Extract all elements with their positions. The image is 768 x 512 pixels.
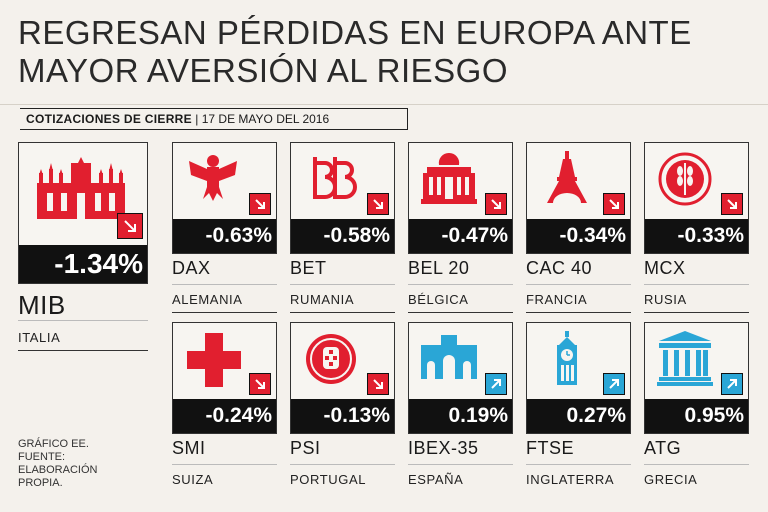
trend-down-icon [117,213,143,239]
divider [526,284,631,285]
divider [290,312,395,313]
index-card-cac-40: -0.34% [526,142,631,254]
divider [18,350,148,351]
change-value: 0.19% [409,399,512,433]
index-name-bet: BET [290,258,327,278]
country-name-atg: GRECIA [644,472,698,487]
trend-down-icon [721,193,743,215]
divider [408,464,513,465]
footer-line-3: ELABORACIÓN [18,464,98,476]
divider [18,320,148,321]
divider [408,312,513,313]
wheat-emblem-icon [658,152,712,206]
change-value: 0.95% [645,399,748,433]
footer-note: GRÁFICO EE. FUENTE: ELABORACIÓN PROPIA. [18,438,97,490]
change-value: 0.27% [527,399,630,433]
subheader-label: COTIZACIONES DE CIERRE [26,112,192,126]
title-line-1: REGRESAN PÉRDIDAS EN EUROPA ANTE [18,14,692,51]
big-ben-icon [557,331,577,385]
footer-line-2: FUENTE: [18,451,66,463]
index-card-smi: -0.24% [172,322,277,434]
divider [644,284,749,285]
country-name-italia: ITALIA [18,330,61,345]
index-card-ftse: 0.27% [526,322,631,434]
trend-down-icon [485,193,507,215]
divider [172,312,277,313]
trend-down-icon [367,193,389,215]
swiss-cross-icon [187,333,241,387]
divider [644,312,749,313]
change-value: -0.58% [291,219,394,253]
footer-line-4: PROPIA. [18,477,63,489]
change-value: -0.47% [409,219,512,253]
divider [408,284,513,285]
divider [172,464,277,465]
index-card-dax: -0.63% [172,142,277,254]
trend-down-icon [249,193,271,215]
country-name-dax: ALEMANIA [172,292,243,307]
index-name-smi: SMI [172,438,206,458]
country-name-bet: RUMANIA [290,292,355,307]
eiffel-tower-icon [547,151,587,203]
country-name-mcx: RUSIA [644,292,687,307]
palace-icon [421,152,477,204]
trend-down-icon [603,193,625,215]
index-card-atg: 0.95% [644,322,749,434]
index-name-dax: DAX [172,258,211,278]
country-name-smi: SUIZA [172,472,214,487]
bet-logo-icon [313,157,357,199]
change-value: -0.24% [173,399,276,433]
trend-up-icon [721,373,743,395]
divider [526,464,631,465]
trend-up-icon [485,373,507,395]
country-name-psi: PORTUGAL [290,472,367,487]
index-card-ibex-35: 0.19% [408,322,513,434]
index-card-psi: -0.13% [290,322,395,434]
divider [644,464,749,465]
title-line-2: MAYOR AVERSIÓN AL RIESGO [18,52,509,89]
index-card-bet: -0.58% [290,142,395,254]
index-name-mcx: MCX [644,258,686,278]
puerta-alcala-icon [421,335,477,379]
divider [290,464,395,465]
country-name-bel-20: BÉLGICA [408,292,469,307]
divider [172,284,277,285]
divider [526,312,631,313]
index-card-bel-20: -0.47% [408,142,513,254]
eagle-icon [189,155,237,201]
index-name-psi: PSI [290,438,321,458]
divider [0,104,768,105]
change-value: -1.34% [19,245,147,283]
index-name-cac-40: CAC 40 [526,258,593,278]
country-name-cac-40: FRANCIA [526,292,588,307]
trend-up-icon [603,373,625,395]
subheader: COTIZACIONES DE CIERRE | 17 DE MAYO DEL … [20,108,408,130]
portugal-shield-icon [306,334,356,384]
index-name-ibex-35: IBEX-35 [408,438,479,458]
greek-temple-icon [657,331,713,386]
index-name-ftse: FTSE [526,438,575,458]
page-title: REGRESAN PÉRDIDAS EN EUROPA ANTE MAYOR A… [18,14,758,90]
trend-down-icon [249,373,271,395]
footer-line-1: GRÁFICO EE. [18,438,89,450]
divider [290,284,395,285]
index-name-atg: ATG [644,438,682,458]
country-name-ftse: INGLATERRA [526,472,615,487]
milan-cathedral-icon [37,157,125,219]
index-card-mib: -1.34% [18,142,148,284]
trend-down-icon [367,373,389,395]
change-value: -0.63% [173,219,276,253]
subheader-date: 17 DE MAYO DEL 2016 [201,112,330,126]
index-name-bel-20: BEL 20 [408,258,470,278]
index-name-mib: MIB [18,290,66,320]
country-name-ibex-35: ESPAÑA [408,472,464,487]
change-value: -0.34% [527,219,630,253]
change-value: -0.13% [291,399,394,433]
index-card-mcx: -0.33% [644,142,749,254]
change-value: -0.33% [645,219,748,253]
